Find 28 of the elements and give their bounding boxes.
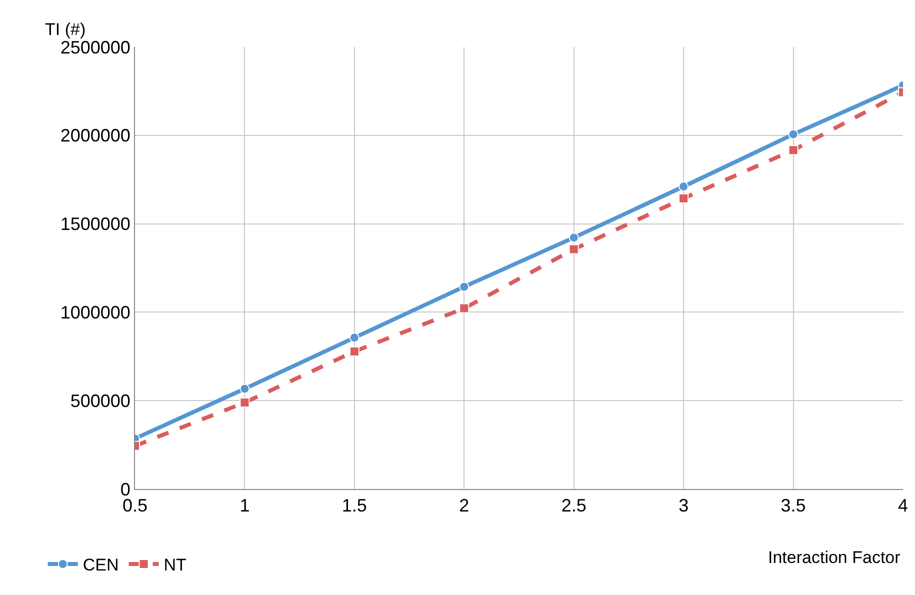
y-axis-title: TI (#) (45, 20, 86, 39)
point (240, 384, 250, 394)
legend-label: NT (164, 556, 186, 575)
x-tick-label: 1.5 (342, 496, 367, 516)
x-tick-label: 2.5 (561, 496, 586, 516)
x-axis-title: Interaction Factor (768, 548, 901, 567)
y-tick-label: 1500000 (60, 214, 130, 234)
point (459, 303, 470, 314)
y-tick-label: 2000000 (60, 126, 130, 146)
point (788, 129, 798, 140)
point (349, 346, 360, 356)
y-tick-label: 500000 (70, 390, 130, 411)
x-tick-label: 3.5 (780, 496, 806, 516)
x-tick-label: 2 (459, 496, 470, 516)
y-tick-label: 2500000 (60, 37, 130, 58)
point (349, 332, 360, 343)
x-tick-label: 1 (240, 496, 250, 516)
legend-label: CEN (82, 556, 119, 575)
point (568, 232, 579, 243)
y-tick-label: 1000000 (60, 302, 130, 322)
point (568, 244, 579, 254)
point (678, 182, 689, 192)
point (678, 193, 689, 204)
x-tick-label: 4 (898, 496, 908, 516)
point (240, 398, 250, 408)
point (459, 282, 470, 292)
x-tick-label: 3 (678, 496, 689, 516)
point (788, 145, 798, 156)
